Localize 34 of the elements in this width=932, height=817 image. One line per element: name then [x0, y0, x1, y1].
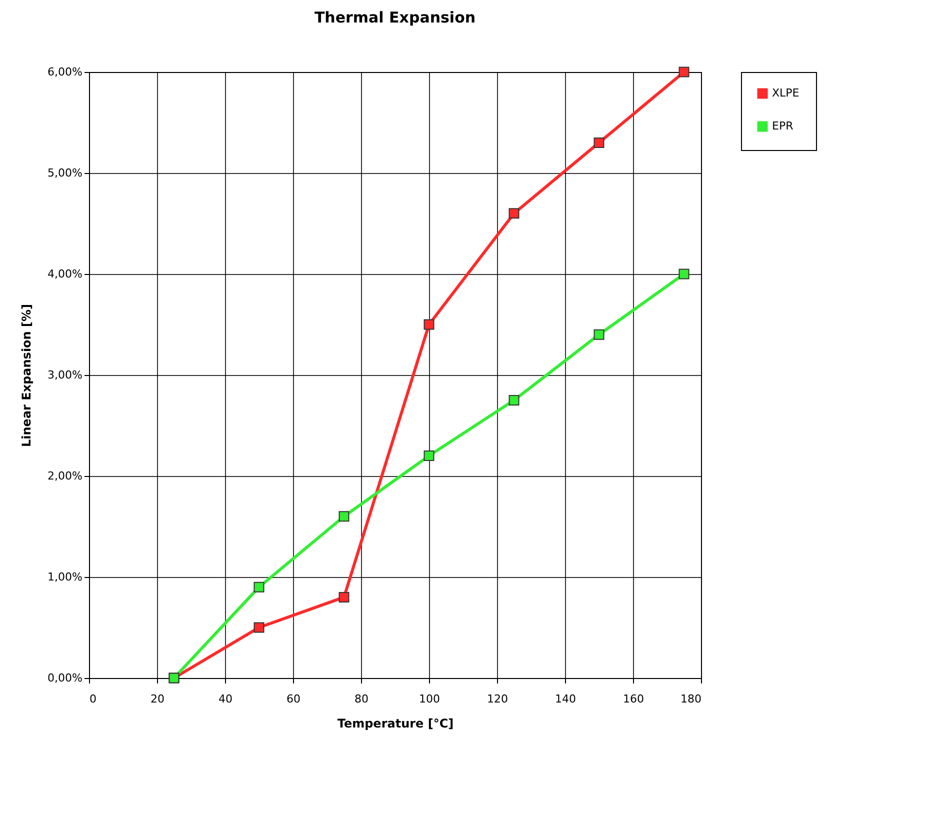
- point: [254, 622, 264, 633]
- x-tick-label: 160: [623, 692, 644, 706]
- y-tick-label: 3,00%: [48, 368, 82, 382]
- point: [594, 137, 604, 148]
- y-axis-title: Linear Expansion [%]: [20, 304, 34, 448]
- y-tick-label: 1,00%: [48, 570, 82, 584]
- point: [594, 329, 604, 340]
- y-tick-label: 6,00%: [48, 66, 82, 78]
- point: [678, 268, 690, 280]
- point: [678, 66, 690, 78]
- x-tick-label: 140: [555, 692, 576, 706]
- point: [424, 319, 434, 330]
- legend-label: EPR: [772, 120, 794, 132]
- x-axis-title: Temperature [°C]: [337, 716, 454, 730]
- y-tick-label: 0,00%: [48, 672, 82, 684]
- point: [338, 511, 350, 522]
- x-tick-label: 0: [90, 692, 96, 706]
- point: [508, 395, 520, 406]
- x-tick-label: 180: [680, 692, 702, 706]
- x-tick-label: 120: [487, 692, 508, 706]
- x-tick-label: 20: [150, 692, 164, 706]
- y-tick-label: 5,00%: [48, 166, 82, 180]
- point: [508, 208, 520, 219]
- chart-title: Thermal Expansion: [314, 8, 476, 26]
- point: [254, 582, 264, 592]
- y-tick-label: 4,00%: [48, 268, 82, 280]
- x-tick-label: 60: [286, 692, 300, 706]
- x-tick-label: 80: [354, 692, 368, 706]
- x-tick-label: 100: [419, 692, 440, 706]
- point: [424, 450, 434, 462]
- y-tick-label: 2,00%: [48, 470, 82, 482]
- point: [338, 592, 350, 602]
- legend-label: XLPE: [772, 86, 800, 100]
- x-tick-label: 40: [218, 692, 232, 706]
